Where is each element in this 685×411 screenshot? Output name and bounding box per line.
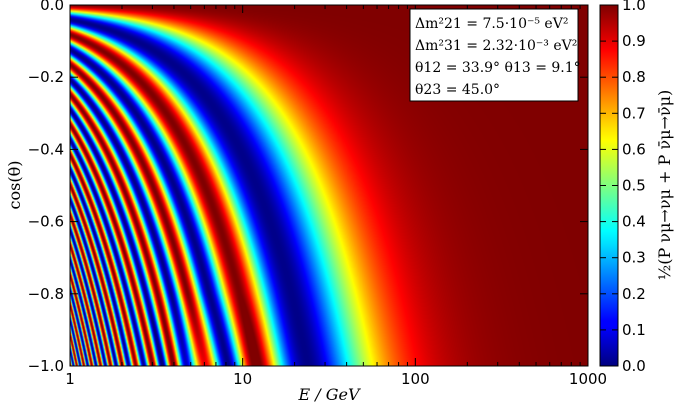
legend-line-3: θ12 = 33.9° θ13 = 9.1° xyxy=(415,60,581,76)
plot-frame xyxy=(69,4,589,367)
colorbar-ticks: 0.0 0.1 0.2 0.3 0.4 0.5 0.6 0.7 0.8 0.9 1.0 xyxy=(600,0,646,375)
colorbar-label: ½(P νμ→νμ + P ν̄μ→ν̄μ) xyxy=(655,90,674,281)
legend-line-2: Δm²31 = 2.32·10⁻³ eV² xyxy=(415,38,577,54)
colorbar: 0.0 0.1 0.2 0.3 0.4 0.5 0.6 0.7 0.8 0.9 1.0 ½(P νμ… xyxy=(599,0,674,375)
legend-line-4: θ23 = 45.0° xyxy=(415,82,500,98)
colorbar-tick-label: 0.3 xyxy=(622,249,646,267)
colorbar-tick-label: 0.4 xyxy=(622,213,646,231)
colorbar-tick-label: 0.0 xyxy=(622,357,646,375)
y-tick-label: −1.0 xyxy=(28,357,64,375)
y-tick-label: −0.2 xyxy=(28,68,64,86)
colorbar-tick-label: 0.2 xyxy=(622,285,646,303)
x-tick-label: 1000 xyxy=(569,370,607,388)
legend-box xyxy=(409,8,579,102)
y-tick-label: −0.6 xyxy=(28,213,64,231)
y-tick-label: −0.8 xyxy=(28,285,64,303)
x-tick-label: 10 xyxy=(233,370,252,388)
colorbar-tick-label: 0.6 xyxy=(622,140,646,158)
x-tick-label: 100 xyxy=(401,370,430,388)
colorbar-tick-label: 0.5 xyxy=(622,177,646,195)
colorbar-tick-label: 0.1 xyxy=(622,321,646,339)
x-axis-ticks: 1 10 100 1000 xyxy=(65,5,607,388)
legend-line-1: Δm²21 = 7.5·10⁻⁵ eV² xyxy=(415,16,568,32)
colorbar-tick-label: 0.8 xyxy=(622,68,646,86)
x-tick-label: 1 xyxy=(65,370,75,388)
x-axis-label: E / GeV xyxy=(297,385,360,404)
y-tick-label: 0.0 xyxy=(40,0,64,14)
colorbar-tick-label: 0.9 xyxy=(622,32,646,50)
y-axis-label: cos(θ) xyxy=(5,161,24,210)
y-tick-label: −0.4 xyxy=(28,140,64,158)
colorbar-tick-label: 0.7 xyxy=(622,104,646,122)
colorbar-tick-label: 1.0 xyxy=(622,0,646,14)
parameter-legend: Δm²21 = 7.5·10⁻⁵ eV² Δm²31 = 2.32·10⁻³ e… xyxy=(409,8,581,102)
y-axis-ticks: 0.0 −0.2 −0.4 −0.6 −0.8 −1.0 xyxy=(28,0,588,375)
